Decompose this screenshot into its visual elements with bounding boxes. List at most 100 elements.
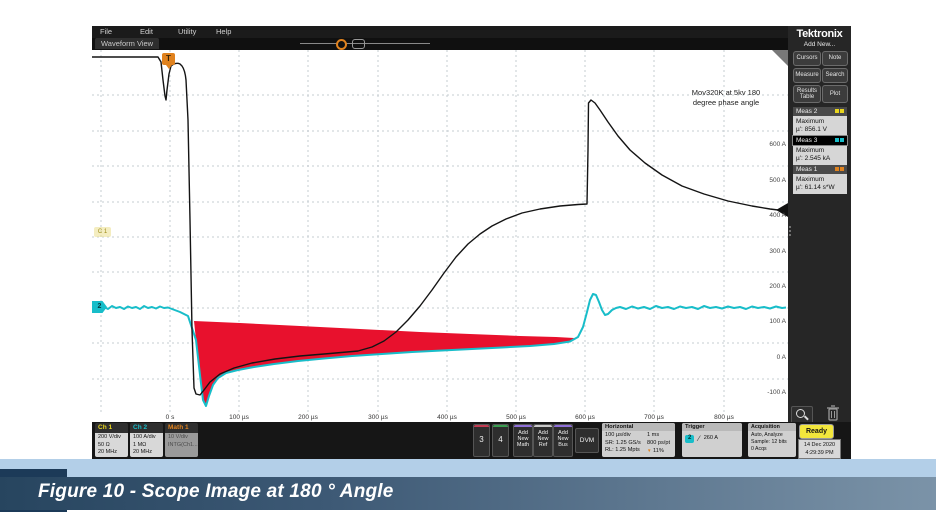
- tab-bar: Waveform View: [92, 38, 788, 50]
- ch4-label: 4: [498, 435, 503, 444]
- plot-button[interactable]: Plot: [822, 85, 848, 103]
- math1-expression: INTG(Ch1...: [168, 441, 198, 448]
- measure-button[interactable]: Measure: [793, 68, 821, 83]
- meas1-name: Meas 1: [796, 166, 818, 173]
- menu-help[interactable]: Help: [216, 27, 232, 36]
- time-label: 4:29:39 PM: [805, 450, 834, 456]
- add-new-math-button[interactable]: Add New Math: [513, 424, 533, 457]
- x-label-800us: 800 µs: [714, 414, 734, 421]
- acquisition-panel[interactable]: Acquisition Auto, Analyze Sample: 12 bit…: [748, 423, 796, 457]
- results-table-button[interactable]: Results Table: [793, 85, 821, 103]
- meas3-source-icon: [834, 137, 844, 144]
- grid-vertical-lines: [100, 50, 725, 414]
- dvm-button[interactable]: DVM: [575, 428, 599, 453]
- zoom-slider-window[interactable]: [352, 39, 365, 49]
- ch2-termination: 1 MΩ: [133, 441, 147, 448]
- ch3-button[interactable]: 3: [473, 424, 490, 457]
- x-label-300us: 300 µs: [368, 414, 388, 421]
- menu-utility[interactable]: Utility: [178, 27, 197, 36]
- meas1-badge[interactable]: Meas 1 Maximum µ': 61.14 s*W: [793, 165, 847, 194]
- x-label-700us: 700 µs: [644, 414, 664, 421]
- figure-caption: Figure 10 - Scope Image at 180 ° Angle: [38, 481, 394, 502]
- add-new-label: Add New...: [803, 41, 836, 48]
- search-button[interactable]: Search: [822, 68, 848, 83]
- horizontal-resolution: 800 ps/pt: [647, 439, 671, 446]
- menu-file[interactable]: File: [100, 27, 113, 36]
- meas1-value: µ': 61.14 s*W: [796, 184, 835, 191]
- zoom-slider-handle[interactable]: [336, 39, 347, 50]
- datetime-display: 14 Dec 2020 4:29:39 PM: [798, 439, 841, 459]
- y-label-200A: 200 A: [769, 283, 786, 290]
- date-label: 14 Dec 2020: [803, 442, 836, 448]
- acquisition-count: 0 Acqs: [751, 446, 767, 452]
- ch2-bandwidth: 20 MHz: [133, 449, 152, 455]
- cursors-button[interactable]: Cursors: [793, 51, 821, 66]
- horizontal-title: Horizontal: [602, 423, 675, 431]
- zoom-tool-button[interactable]: [791, 406, 813, 424]
- tektronix-logo: Tektronix: [796, 28, 843, 40]
- corner-fold-icon[interactable]: [772, 50, 788, 66]
- note-button[interactable]: Note: [822, 51, 848, 66]
- horizontal-position: 11%: [653, 448, 664, 454]
- add-new-ref-button[interactable]: Add New Ref: [533, 424, 553, 457]
- meas2-badge[interactable]: Meas 2 Maximum µ': 856.1 V: [793, 107, 847, 136]
- ch2-badge[interactable]: Ch 2 100 A/div 1 MΩ 20 MHz: [130, 423, 163, 457]
- ready-status-badge: Ready: [799, 424, 834, 439]
- panel-splitter-handle[interactable]: [788, 224, 792, 238]
- tab-waveform-view[interactable]: Waveform View: [95, 38, 160, 49]
- ch2-level-marker[interactable]: 2: [92, 301, 107, 313]
- x-label-0s: 0 s: [165, 414, 175, 421]
- menu-edit[interactable]: Edit: [140, 27, 153, 36]
- meas2-stat: Maximum: [796, 118, 825, 125]
- waveform-plot: [91, 50, 788, 414]
- meas3-badge[interactable]: Meas 3 Maximum µ': 2.545 kA: [792, 135, 848, 165]
- trigger-panel[interactable]: Trigger 2 ∕ 260 A: [682, 423, 742, 457]
- y-label-600A: 600 A: [769, 141, 786, 148]
- ch1-badge[interactable]: Ch 1 200 V/div 50 Ω 20 MHz: [95, 423, 128, 457]
- right-panel: Tektronix Add New... Cursors Note Measur…: [788, 26, 851, 424]
- ch1-termination: 50 Ω: [98, 441, 110, 448]
- ch3-label: 3: [479, 435, 484, 444]
- trigger-slope-icon: ∕: [698, 434, 700, 443]
- meas2-source-icon: [834, 108, 844, 115]
- ch2-scale: 100 A/div: [133, 434, 156, 440]
- add-new-bus-label: Add New Bus: [557, 430, 569, 448]
- trigger-position-flag[interactable]: T: [162, 53, 175, 65]
- horizontal-sample-rate: SR: 1.25 GS/s: [605, 439, 641, 446]
- trash-icon[interactable]: [826, 404, 840, 427]
- ch1-name: Ch 1: [95, 423, 128, 433]
- ch4-button[interactable]: 4: [492, 424, 509, 457]
- ch1-voltage-trace: [92, 56, 787, 396]
- ch1-level-marker[interactable]: C 1: [94, 227, 111, 237]
- math1-scale: 10 V/div: [168, 434, 188, 440]
- x-axis-strip: 0 s 100 µs 200 µs 300 µs 400 µs 500 µs 6…: [92, 414, 788, 422]
- y-label-400A: 400 A: [769, 212, 786, 219]
- caption-bar: Figure 10 - Scope Image at 180 ° Angle: [0, 477, 936, 510]
- meas3-name: Meas 3: [796, 137, 818, 144]
- annotation-line1: Mov320K at 5kv 180: [691, 88, 761, 97]
- y-label-300A: 300 A: [769, 248, 786, 255]
- x-label-600us: 600 µs: [575, 414, 595, 421]
- add-new-bus-button[interactable]: Add New Bus: [553, 424, 573, 457]
- horizontal-position-icon: ▼: [647, 448, 652, 453]
- y-label-n100A: -100 A: [767, 389, 786, 396]
- trigger-level: 260 A: [703, 435, 718, 441]
- annotation-note[interactable]: Mov320K at 5kv 180 degree phase angle: [678, 88, 774, 108]
- meas3-value: µ': 2.545 kA: [796, 155, 831, 162]
- horizontal-panel[interactable]: Horizontal 100 µs/div 1 ms SR: 1.25 GS/s 8…: [602, 423, 675, 457]
- trigger-level-arrow-icon[interactable]: [776, 203, 788, 217]
- zoom-slider-track[interactable]: [300, 43, 430, 44]
- horizontal-window: 1 ms: [647, 432, 660, 438]
- add-new-ref-label: Add New Ref: [537, 430, 549, 448]
- trigger-title: Trigger: [682, 423, 742, 431]
- math1-name: Math 1: [165, 423, 198, 433]
- y-label-0A: 0 A: [776, 354, 786, 361]
- energy-area-fill: [194, 321, 574, 406]
- trigger-source-chip: 2: [685, 435, 695, 443]
- ch1-bandwidth: 20 MHz: [98, 449, 117, 455]
- acquisition-title: Acquisition: [748, 423, 796, 431]
- meas2-name: Meas 2: [796, 108, 818, 115]
- y-label-100A: 100 A: [769, 318, 786, 325]
- math1-badge[interactable]: Math 1 10 V/div INTG(Ch1...: [165, 423, 198, 457]
